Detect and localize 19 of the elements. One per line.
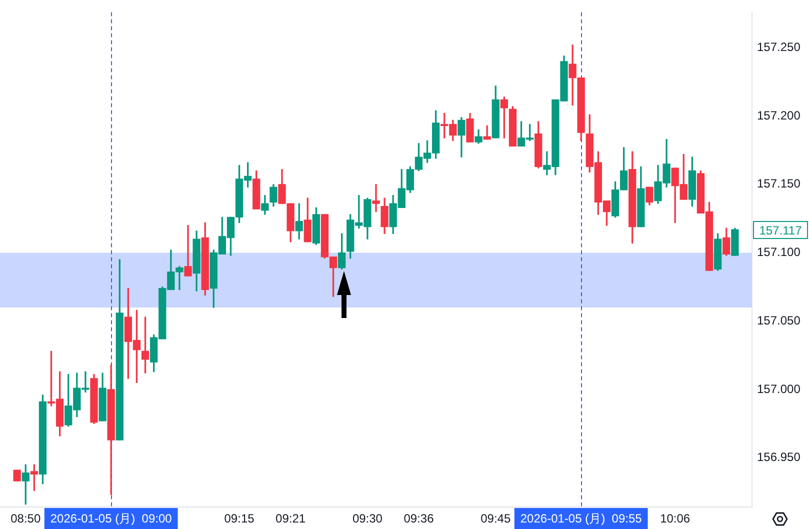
x-tick-label: 09:45 [480, 512, 511, 526]
ref-line-label: 2026-01-05 (月) 09:00 [50, 511, 172, 526]
x-tick-label: 09:21 [276, 512, 306, 526]
y-tick-label: 156.950 [757, 450, 801, 464]
x-tick-label: 08:50 [10, 512, 41, 526]
y-tick-label: 157.000 [757, 382, 801, 396]
y-tick-label: 157.100 [757, 245, 801, 260]
y-tick-label: 157.250 [757, 40, 801, 54]
x-tick-label: 09:36 [404, 512, 434, 526]
y-tick-label: 157.200 [757, 108, 801, 122]
text: 157.117 [759, 223, 802, 238]
x-tick-label: 09:15 [224, 512, 255, 526]
x-tick-label: 09:30 [352, 512, 383, 526]
y-tick-label: 157.050 [757, 313, 801, 328]
y-tick-label: 157.150 [757, 176, 801, 191]
ref-line-label: 2026-01-05 (月) 09:55 [520, 511, 642, 526]
candlestick [372, 184, 380, 212]
candlestick [184, 225, 192, 276]
x-tick-label: 10:06 [660, 512, 690, 526]
